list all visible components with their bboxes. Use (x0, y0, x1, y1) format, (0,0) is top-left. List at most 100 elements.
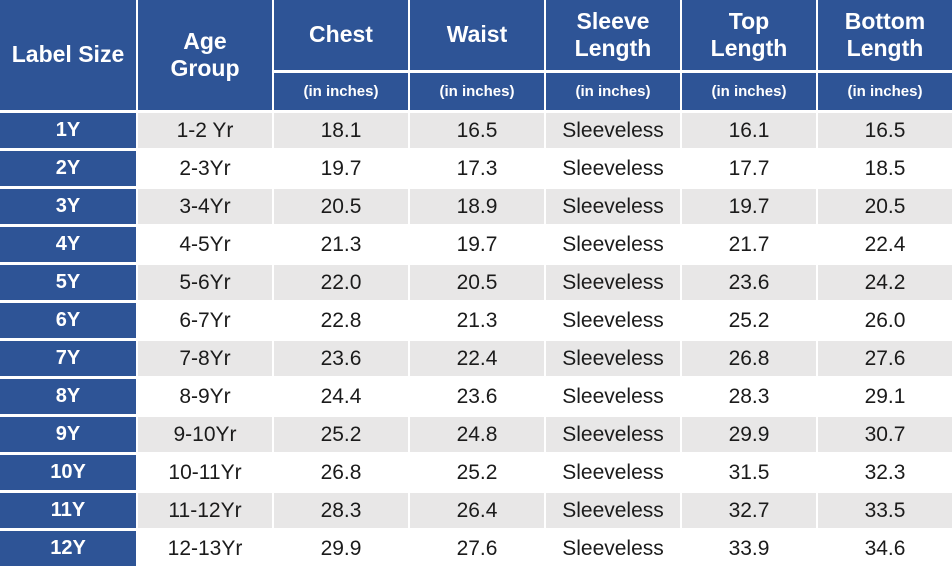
cell-bottom-length: 26.0 (816, 300, 952, 338)
cell-sleeve-length: Sleeveless (544, 186, 680, 224)
cell-bottom-length: 34.6 (816, 528, 952, 566)
cell-waist: 21.3 (408, 300, 544, 338)
cell-sleeve-length: Sleeveless (544, 338, 680, 376)
table-body: 1Y 1-2 Yr 18.1 16.5 Sleeveless 16.1 16.5… (0, 110, 952, 566)
bottom-length-line1: Bottom (844, 7, 926, 34)
table-row: 5Y 5-6Yr 22.0 20.5 Sleeveless 23.6 24.2 (0, 262, 952, 300)
cell-age-group: 2-3Yr (136, 148, 272, 186)
row-label: 12Y (0, 528, 136, 566)
cell-chest: 23.6 (272, 338, 408, 376)
cell-bottom-length: 32.3 (816, 452, 952, 490)
cell-sleeve-length: Sleeveless (544, 414, 680, 452)
cell-sleeve-length: Sleeveless (544, 110, 680, 148)
col-header-bottom-length: Bottom Length (816, 0, 952, 70)
cell-sleeve-length: Sleeveless (544, 262, 680, 300)
cell-top-length: 29.9 (680, 414, 816, 452)
top-length-line2: Length (710, 35, 788, 61)
cell-top-length: 25.2 (680, 300, 816, 338)
cell-bottom-length: 33.5 (816, 490, 952, 528)
cell-chest: 21.3 (272, 224, 408, 262)
cell-age-group: 5-6Yr (136, 262, 272, 300)
cell-bottom-length: 22.4 (816, 224, 952, 262)
cell-age-group: 10-11Yr (136, 452, 272, 490)
table-row: 7Y 7-8Yr 23.6 22.4 Sleeveless 26.8 27.6 (0, 338, 952, 376)
cell-chest: 25.2 (272, 414, 408, 452)
col-header-chest: Chest (272, 0, 408, 70)
cell-age-group: 8-9Yr (136, 376, 272, 414)
cell-sleeve-length: Sleeveless (544, 224, 680, 262)
cell-chest: 18.1 (272, 110, 408, 148)
table-row: 1Y 1-2 Yr 18.1 16.5 Sleeveless 16.1 16.5 (0, 110, 952, 148)
row-label: 11Y (0, 490, 136, 528)
table-row: 4Y 4-5Yr 21.3 19.7 Sleeveless 21.7 22.4 (0, 224, 952, 262)
row-label: 1Y (0, 110, 136, 148)
cell-sleeve-length: Sleeveless (544, 148, 680, 186)
cell-waist: 17.3 (408, 148, 544, 186)
row-label: 3Y (0, 186, 136, 224)
cell-top-length: 17.7 (680, 148, 816, 186)
table-row: 2Y 2-3Yr 19.7 17.3 Sleeveless 17.7 18.5 (0, 148, 952, 186)
cell-bottom-length: 18.5 (816, 148, 952, 186)
age-group-line1: Age (183, 27, 227, 54)
cell-age-group: 6-7Yr (136, 300, 272, 338)
cell-age-group: 9-10Yr (136, 414, 272, 452)
col-header-sleeve-length: Sleeve Length (544, 0, 680, 70)
bottom-length-line2: Length (846, 35, 924, 61)
cell-chest: 24.4 (272, 376, 408, 414)
cell-age-group: 7-8Yr (136, 338, 272, 376)
cell-top-length: 23.6 (680, 262, 816, 300)
table-row: 6Y 6-7Yr 22.8 21.3 Sleeveless 25.2 26.0 (0, 300, 952, 338)
cell-age-group: 12-13Yr (136, 528, 272, 566)
row-label: 2Y (0, 148, 136, 186)
cell-age-group: 4-5Yr (136, 224, 272, 262)
cell-waist: 24.8 (408, 414, 544, 452)
top-length-line1: Top (728, 7, 770, 34)
cell-chest: 26.8 (272, 452, 408, 490)
cell-chest: 19.7 (272, 148, 408, 186)
cell-bottom-length: 30.7 (816, 414, 952, 452)
table-row: 3Y 3-4Yr 20.5 18.9 Sleeveless 19.7 20.5 (0, 186, 952, 224)
unit-top-length: (in inches) (680, 70, 816, 110)
table-row: 11Y 11-12Yr 28.3 26.4 Sleeveless 32.7 33… (0, 490, 952, 528)
col-header-label-size: Label Size (0, 0, 136, 110)
cell-waist: 18.9 (408, 186, 544, 224)
row-label: 4Y (0, 224, 136, 262)
cell-age-group: 1-2 Yr (136, 110, 272, 148)
cell-sleeve-length: Sleeveless (544, 452, 680, 490)
unit-waist: (in inches) (408, 70, 544, 110)
table-row: 9Y 9-10Yr 25.2 24.8 Sleeveless 29.9 30.7 (0, 414, 952, 452)
cell-sleeve-length: Sleeveless (544, 300, 680, 338)
table-row: 12Y 12-13Yr 29.9 27.6 Sleeveless 33.9 34… (0, 528, 952, 566)
row-label: 8Y (0, 376, 136, 414)
col-header-age-group: Age Group (136, 0, 272, 110)
cell-waist: 27.6 (408, 528, 544, 566)
cell-sleeve-length: Sleeveless (544, 490, 680, 528)
cell-chest: 22.0 (272, 262, 408, 300)
cell-waist: 22.4 (408, 338, 544, 376)
cell-sleeve-length: Sleeveless (544, 376, 680, 414)
cell-top-length: 26.8 (680, 338, 816, 376)
col-header-waist: Waist (408, 0, 544, 70)
cell-top-length: 28.3 (680, 376, 816, 414)
cell-bottom-length: 29.1 (816, 376, 952, 414)
cell-waist: 25.2 (408, 452, 544, 490)
cell-bottom-length: 16.5 (816, 110, 952, 148)
unit-sleeve-length: (in inches) (544, 70, 680, 110)
cell-top-length: 32.7 (680, 490, 816, 528)
table-row: 10Y 10-11Yr 26.8 25.2 Sleeveless 31.5 32… (0, 452, 952, 490)
cell-bottom-length: 24.2 (816, 262, 952, 300)
row-label: 5Y (0, 262, 136, 300)
row-label: 6Y (0, 300, 136, 338)
cell-chest: 29.9 (272, 528, 408, 566)
cell-bottom-length: 27.6 (816, 338, 952, 376)
cell-top-length: 31.5 (680, 452, 816, 490)
cell-chest: 22.8 (272, 300, 408, 338)
row-label: 7Y (0, 338, 136, 376)
cell-waist: 26.4 (408, 490, 544, 528)
table-row: 8Y 8-9Yr 24.4 23.6 Sleeveless 28.3 29.1 (0, 376, 952, 414)
cell-chest: 20.5 (272, 186, 408, 224)
cell-waist: 23.6 (408, 376, 544, 414)
cell-top-length: 19.7 (680, 186, 816, 224)
